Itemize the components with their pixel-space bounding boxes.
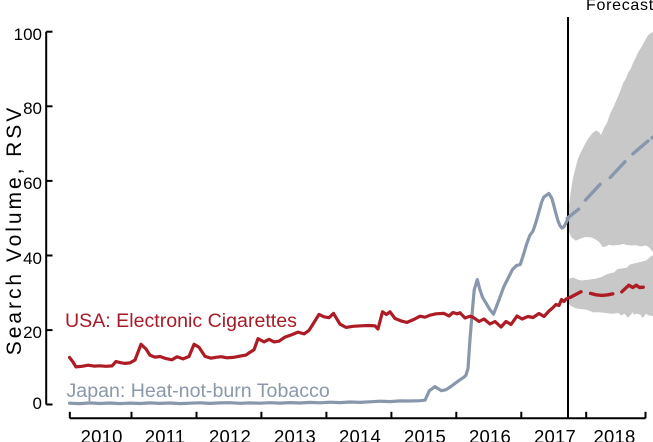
svg-text:Search Volume, RSV: Search Volume, RSV [3,105,26,355]
